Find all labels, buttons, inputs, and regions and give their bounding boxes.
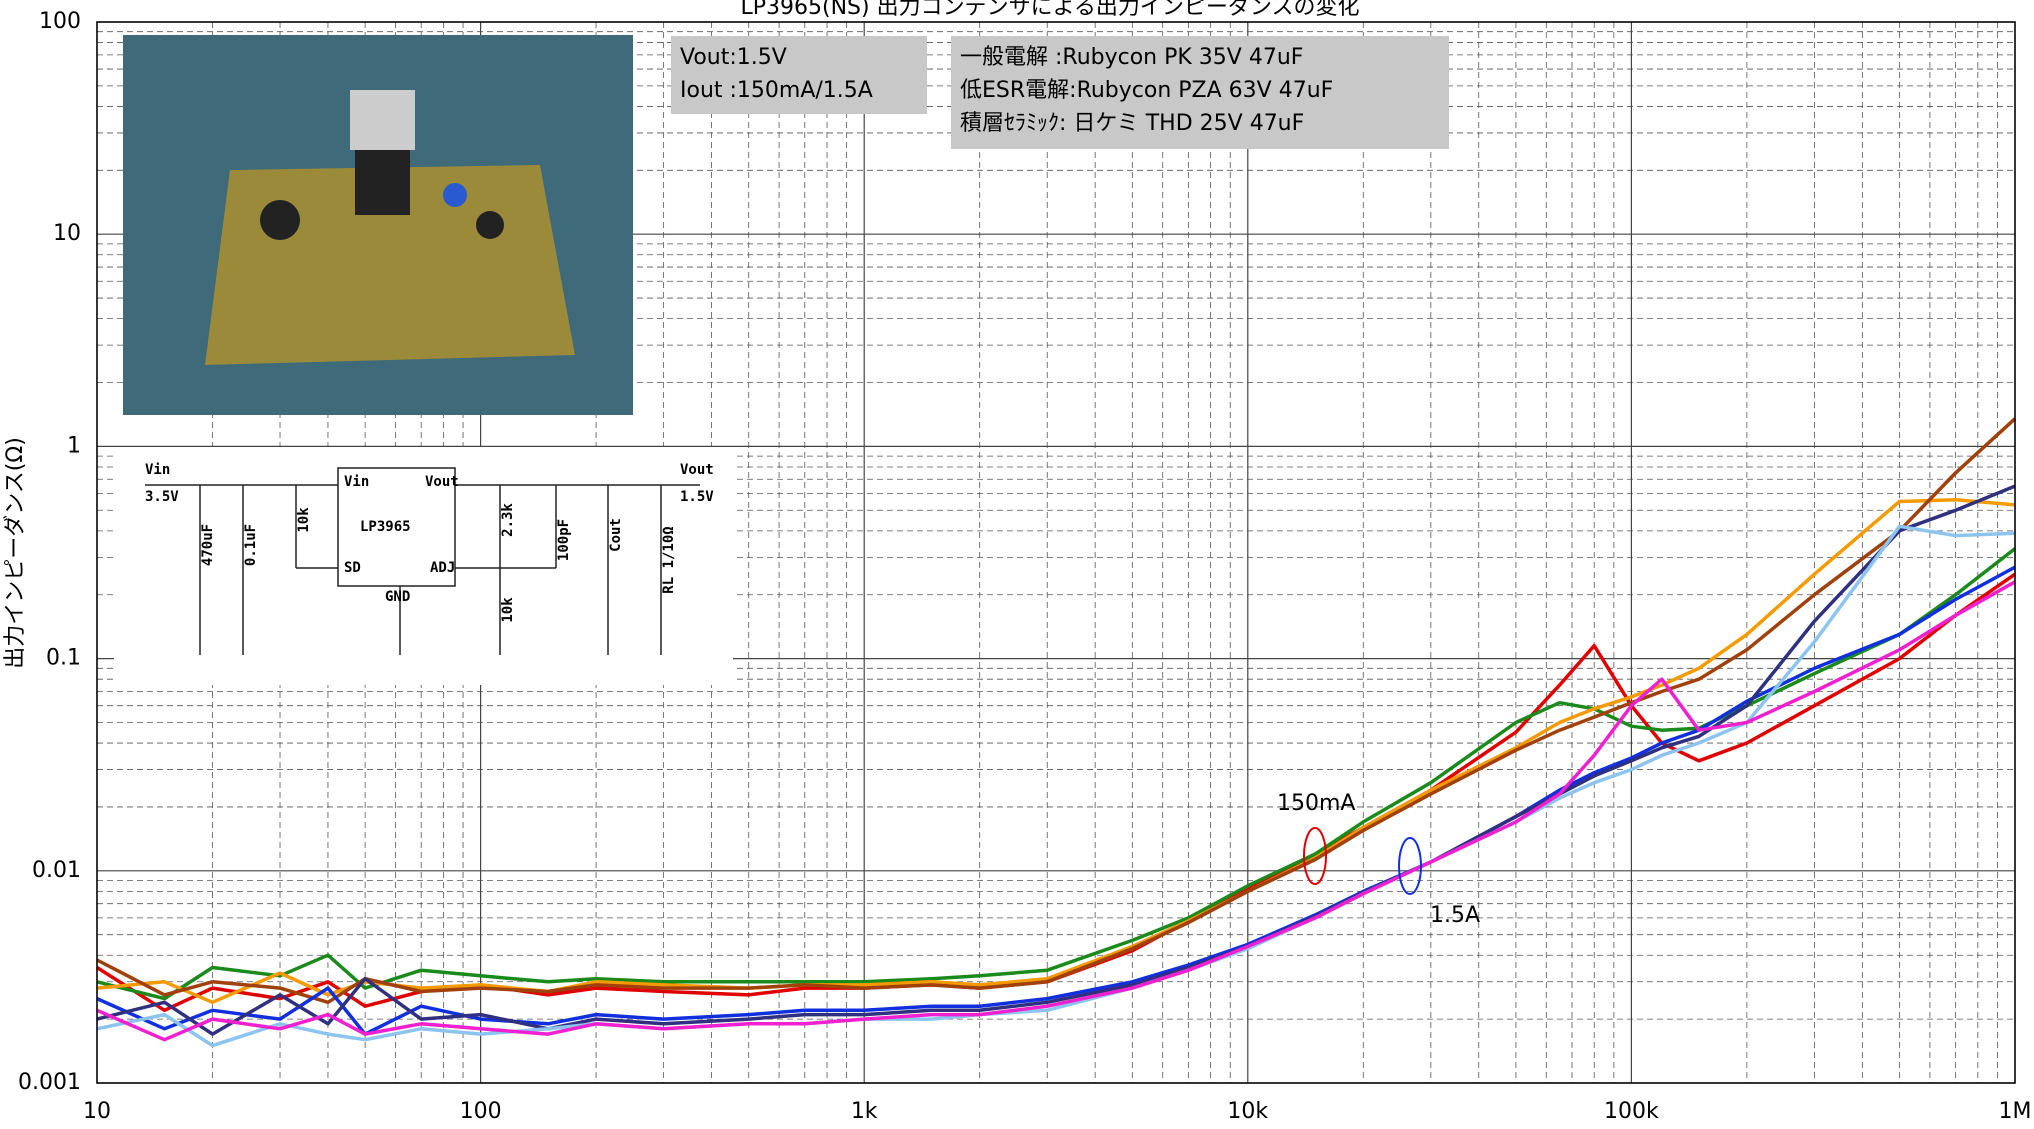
- schematic-label: 10k: [296, 507, 312, 533]
- info-text: 積層ｾﾗﾐｯｸ: 日ケミ THD 25V 47uF: [960, 111, 1304, 136]
- series-line: [96, 484, 2016, 1036]
- schematic-label: Cout: [608, 518, 624, 552]
- schematic-label: ADJ: [430, 560, 455, 576]
- series-line: [96, 565, 2016, 1036]
- schematic-label: GND: [385, 589, 410, 605]
- y-tick-label: 10: [53, 221, 81, 246]
- x-tick-label: 100: [460, 1099, 502, 1124]
- chart-title: LP3965(NS) 出力コンデンサによる出力インピーダンスの変化: [741, 0, 1360, 20]
- annotation: 1.5A: [1430, 903, 1480, 928]
- schematic-label: 100pF: [556, 519, 572, 561]
- x-tick-label: 1M: [1999, 1099, 2032, 1124]
- info-text: 一般電解 :Rubycon PK 35V 47uF: [960, 45, 1303, 70]
- info-text: 低ESR電解:Rubycon PZA 63V 47uF: [960, 78, 1333, 103]
- info-text: Vout:1.5V: [680, 45, 787, 70]
- info-box: [671, 36, 927, 114]
- x-tick-label: 10: [83, 1099, 111, 1124]
- schematic-label: Vin: [344, 474, 369, 490]
- group-ellipse: [1303, 827, 1327, 885]
- series-line: [96, 547, 2017, 1001]
- series-line: [96, 580, 2016, 1042]
- schematic-label: 2.3k: [500, 503, 516, 537]
- schematic-inset: Vin 3.5V 470uF 0.1uF 10k Vin Vout LP3965 SD GND AD…: [114, 447, 733, 685]
- y-tick-label: 100: [39, 9, 81, 34]
- schematic-label: Vin: [145, 462, 170, 478]
- x-tick-label: 1k: [851, 1099, 878, 1124]
- info-box: [951, 36, 1449, 149]
- schematic-label: 470uF: [200, 524, 216, 566]
- schematic-label: LP3965: [360, 519, 411, 535]
- schematic-label: 3.5V: [145, 489, 179, 505]
- labels: 10 100 1k 10k 100k 1M 0.001 0.01 0.1 1 10 100 150mA 1…: [18, 9, 2031, 1124]
- schematic-label: 1.5V: [680, 489, 714, 505]
- y-tick-label: 0.001: [18, 1070, 81, 1095]
- ic-body: [337, 467, 456, 587]
- y-tick-label: 1: [67, 433, 81, 458]
- series-line: [96, 417, 2017, 1005]
- photo-regulator: [355, 140, 410, 215]
- photo-capacitor: [260, 200, 300, 240]
- schematic-label: Vout: [680, 462, 714, 478]
- info-text: Iout :150mA/1.5A: [680, 78, 873, 103]
- group-ellipse: [1398, 837, 1422, 895]
- schematic-background: [114, 447, 733, 685]
- photo-trimmer: [443, 183, 467, 207]
- schematic-label: Vout: [425, 474, 459, 490]
- x-tick-label: 100k: [1604, 1099, 1659, 1124]
- x-tick-label: 10k: [1227, 1099, 1268, 1124]
- photo-inset: [123, 35, 633, 415]
- schematic-label: 0.1uF: [243, 524, 259, 566]
- photo-capacitor: [476, 211, 504, 239]
- plot-frame: [96, 21, 2016, 1084]
- annotation: 150mA: [1277, 791, 1355, 816]
- series-line: [96, 524, 2016, 1048]
- lines: [96, 417, 2017, 1048]
- schematic-label: SD: [344, 560, 361, 576]
- schematic-label: 10k: [500, 597, 516, 623]
- schematic-label: RL 1/10Ω: [661, 526, 677, 593]
- photo-heatsink: [350, 90, 415, 150]
- y-axis-label: 出力インピーダンス(Ω): [3, 437, 28, 669]
- y-tick-label: 0.01: [32, 858, 81, 883]
- y-tick-label: 0.1: [46, 646, 81, 671]
